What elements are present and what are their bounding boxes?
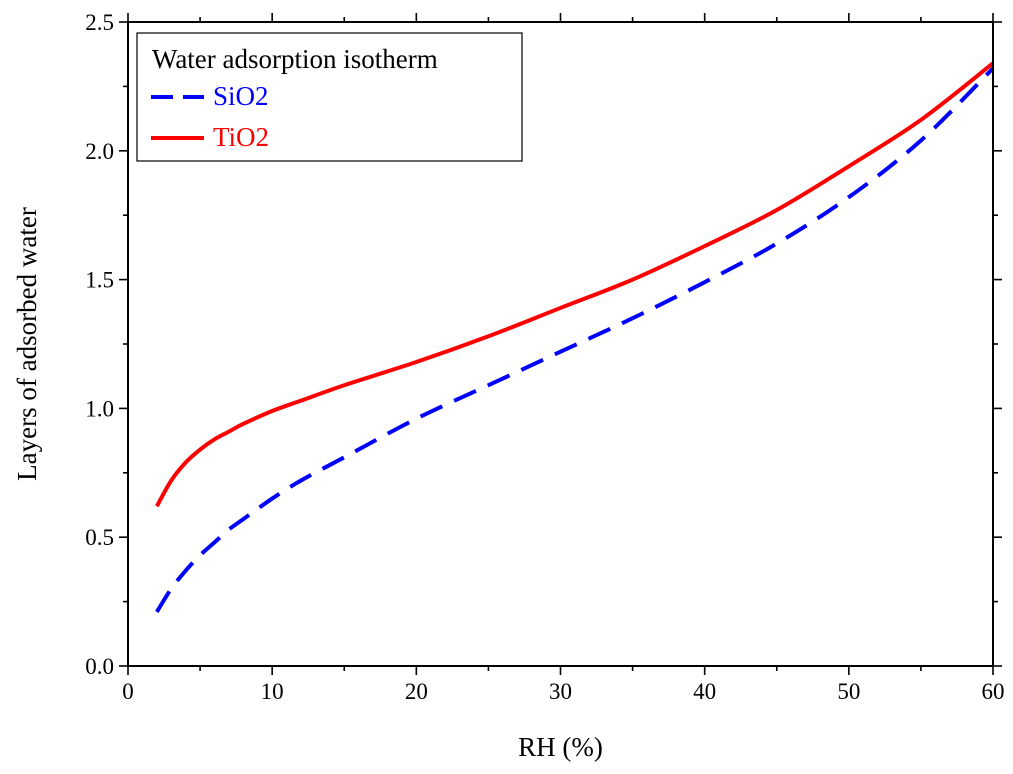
legend-title: Water adsorption isotherm [152, 44, 438, 74]
y-tick-label: 2.5 [85, 10, 114, 35]
legend: Water adsorption isotherm SiO2 TiO2 [136, 32, 523, 162]
x-axis-title: RH (%) [518, 732, 603, 762]
series-layer [155, 61, 995, 613]
x-tick-label: 40 [693, 679, 716, 704]
y-tick-label: 0.0 [85, 654, 114, 679]
x-tick-label: 0 [122, 679, 134, 704]
y-axis-title: Layers of adsorbed water [12, 207, 42, 481]
ticks-layer: 0 10 20 30 40 50 60 0.0 0.5 1.0 1.5 2.0 2.5 [85, 10, 1004, 704]
x-tick-label: 30 [549, 679, 572, 704]
series-line-tio2 [155, 61, 995, 508]
legend-label-tio2: TiO2 [213, 122, 269, 152]
legend-entries: SiO2 TiO2 [151, 81, 269, 152]
x-tick-label: 60 [982, 679, 1005, 704]
legend-label-sio2: SiO2 [213, 81, 269, 111]
y-tick-label: 2.0 [85, 139, 114, 164]
series-line-sio2 [155, 66, 995, 613]
x-tick-label: 50 [837, 679, 860, 704]
x-tick-label: 10 [261, 679, 284, 704]
y-tick-label: 0.5 [85, 525, 114, 550]
x-tick-label: 20 [405, 679, 428, 704]
y-tick-label: 1.0 [85, 396, 114, 421]
y-tick-label: 1.5 [85, 268, 114, 293]
